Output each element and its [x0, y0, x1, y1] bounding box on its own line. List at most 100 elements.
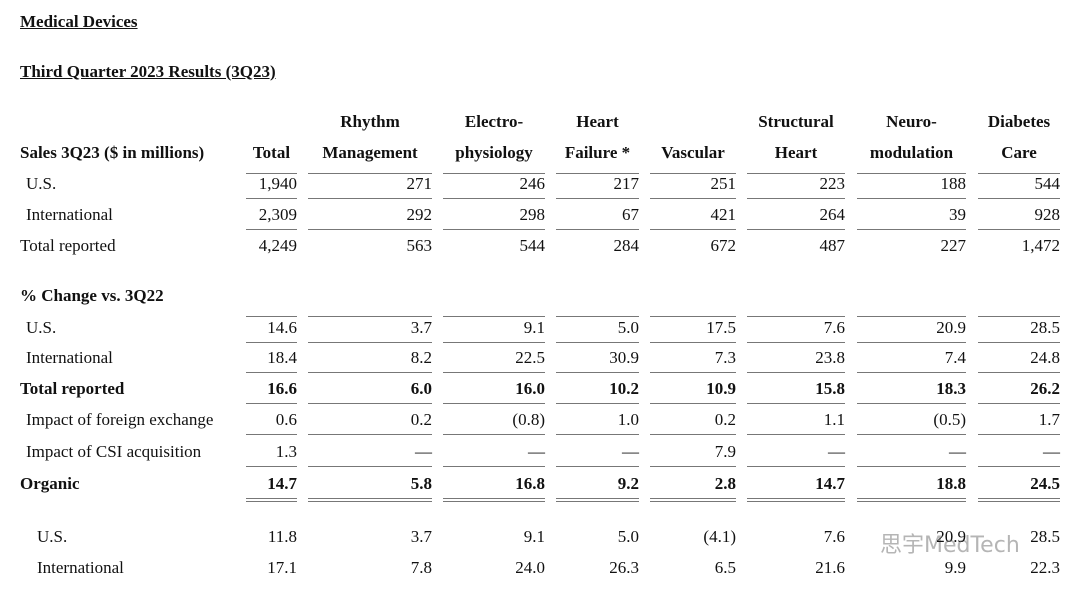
cell-rule [650, 316, 736, 317]
cell: 1.3 [275, 442, 297, 461]
column-header: Neuro- [886, 112, 937, 131]
cell-rule [443, 229, 545, 230]
cell: (4.1) [703, 527, 736, 546]
cell-rule [556, 434, 639, 435]
cell-rule [747, 173, 845, 174]
row-label: Total reported [20, 379, 125, 398]
cell: 544 [1034, 174, 1061, 193]
cell: 0.2 [410, 410, 432, 429]
cell-rule [556, 173, 639, 174]
cell: 9.9 [944, 558, 966, 577]
cell: 9.1 [523, 318, 545, 337]
cell: 16.8 [515, 474, 545, 493]
cell: 10.2 [609, 379, 639, 398]
cell-rule [308, 229, 432, 230]
column-header: Diabetes [987, 112, 1051, 131]
cell: 487 [819, 236, 846, 255]
cell-rule [308, 173, 432, 174]
cell: 24.8 [1030, 348, 1060, 367]
row-label: International [26, 348, 113, 367]
cell: 2.8 [714, 474, 736, 493]
cell: 15.8 [815, 379, 845, 398]
cell-rule [443, 501, 545, 502]
cell: 28.5 [1030, 527, 1060, 546]
cell-rule [246, 229, 297, 230]
cell: 14.6 [267, 318, 297, 337]
cell-rule [978, 498, 1060, 499]
cell-rule [978, 198, 1060, 199]
cell-rule [308, 466, 432, 467]
cell: 24.5 [1030, 474, 1060, 493]
watermark: 思宇MedTech [880, 533, 1020, 558]
cell-rule [747, 229, 845, 230]
cell-rule [857, 403, 966, 404]
column-header: physiology [455, 143, 533, 162]
cell-rule [857, 466, 966, 467]
cell-rule [443, 173, 545, 174]
cell-rule [978, 403, 1060, 404]
column-header: Electro- [464, 112, 524, 131]
cell: 6.5 [714, 558, 736, 577]
cell-rule [857, 498, 966, 499]
cell-rule [308, 403, 432, 404]
cell: 1,472 [1021, 236, 1060, 255]
cell: 1.7 [1038, 410, 1060, 429]
cell: 26.3 [609, 558, 639, 577]
cell: 20.9 [936, 318, 966, 337]
cell: 251 [710, 174, 737, 193]
cell: — [949, 442, 966, 461]
cell: 16.0 [515, 379, 545, 398]
row-label: U.S. [26, 174, 57, 193]
column-header: Sales 3Q23 ($ in millions) [20, 143, 205, 162]
cell-rule [556, 466, 639, 467]
cell: 5.0 [617, 527, 639, 546]
cell-rule [978, 316, 1060, 317]
cell: 5.0 [617, 318, 639, 337]
cell: 264 [819, 205, 846, 224]
cell-rule [556, 372, 639, 373]
cell: — [622, 442, 639, 461]
cell-rule [246, 316, 297, 317]
cell: 3.7 [410, 318, 432, 337]
cell-rule [978, 342, 1060, 343]
cell-rule [978, 501, 1060, 502]
cell: 17.1 [267, 558, 297, 577]
cell-rule [556, 403, 639, 404]
cell: 8.2 [410, 348, 432, 367]
cell: 24.0 [515, 558, 545, 577]
cell-rule [246, 466, 297, 467]
cell: 18.8 [936, 474, 966, 493]
cell: 26.2 [1030, 379, 1060, 398]
cell: 18.4 [267, 348, 297, 367]
cell: — [828, 442, 845, 461]
cell: 188 [940, 174, 967, 193]
cell: 4,249 [258, 236, 297, 255]
cell-rule [443, 372, 545, 373]
cell-rule [747, 434, 845, 435]
cell: 544 [519, 236, 546, 255]
cell: 7.8 [410, 558, 432, 577]
cell-rule [556, 498, 639, 499]
cell-rule [747, 403, 845, 404]
cell: (0.5) [933, 410, 966, 429]
cell: 7.9 [714, 442, 736, 461]
cell: 1.0 [617, 410, 639, 429]
cell: 14.7 [815, 474, 845, 493]
cell-rule [246, 342, 297, 343]
cell: 1,940 [258, 174, 297, 193]
row-label: Impact of foreign exchange [26, 410, 214, 429]
cell-rule [650, 342, 736, 343]
cell: 17.5 [706, 318, 736, 337]
cell: 23.8 [815, 348, 845, 367]
column-header: Structural [758, 112, 834, 131]
cell-rule [443, 316, 545, 317]
cell-rule [246, 173, 297, 174]
cell-rule [650, 466, 736, 467]
cell: 0.2 [714, 410, 736, 429]
cell-rule [556, 501, 639, 502]
cell-rule [978, 466, 1060, 467]
column-header: Care [1001, 143, 1037, 162]
cell-rule [650, 173, 736, 174]
cell-rule [857, 501, 966, 502]
section-heading: % Change vs. 3Q22 [20, 286, 164, 305]
